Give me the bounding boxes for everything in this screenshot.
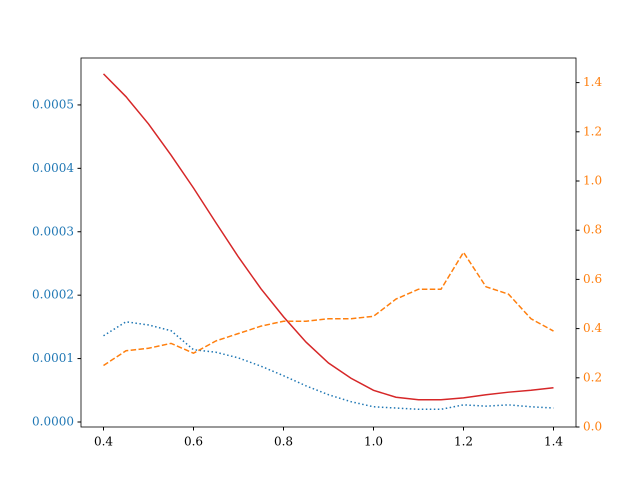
y-tick-label: 0.0005 bbox=[32, 97, 74, 111]
y-tick-label: 0.0000 bbox=[32, 414, 74, 428]
y2-tick-label: 0.2 bbox=[583, 370, 602, 384]
y-tick-label: 0.0004 bbox=[32, 161, 74, 175]
y2-tick-label: 0.6 bbox=[583, 272, 602, 286]
y-tick-label: 0.0003 bbox=[32, 224, 74, 238]
series-line bbox=[103, 321, 554, 411]
y2-tick-label: 1.4 bbox=[583, 75, 602, 89]
plot-frame bbox=[80, 57, 577, 428]
y2-tick-label: 0.4 bbox=[583, 321, 602, 335]
x-tick-label: 1.0 bbox=[364, 435, 383, 449]
y2-tick-label: 0.0 bbox=[583, 420, 602, 434]
y-tick-label: 0.0002 bbox=[32, 288, 74, 302]
series-line bbox=[102, 73, 554, 401]
y-tick-label: 0.0001 bbox=[32, 351, 74, 365]
y2-tick-label: 1.0 bbox=[583, 174, 602, 188]
y2-tick-label: 1.2 bbox=[583, 124, 602, 138]
x-tick-label: 1.4 bbox=[544, 435, 563, 449]
x-tick-label: 0.6 bbox=[184, 435, 203, 449]
x-tick-label: 0.4 bbox=[94, 435, 113, 449]
y2-tick-label: 0.8 bbox=[583, 223, 602, 237]
series-line bbox=[103, 250, 554, 367]
x-tick-label: 0.8 bbox=[274, 435, 293, 449]
x-tick-label: 1.2 bbox=[454, 435, 473, 449]
